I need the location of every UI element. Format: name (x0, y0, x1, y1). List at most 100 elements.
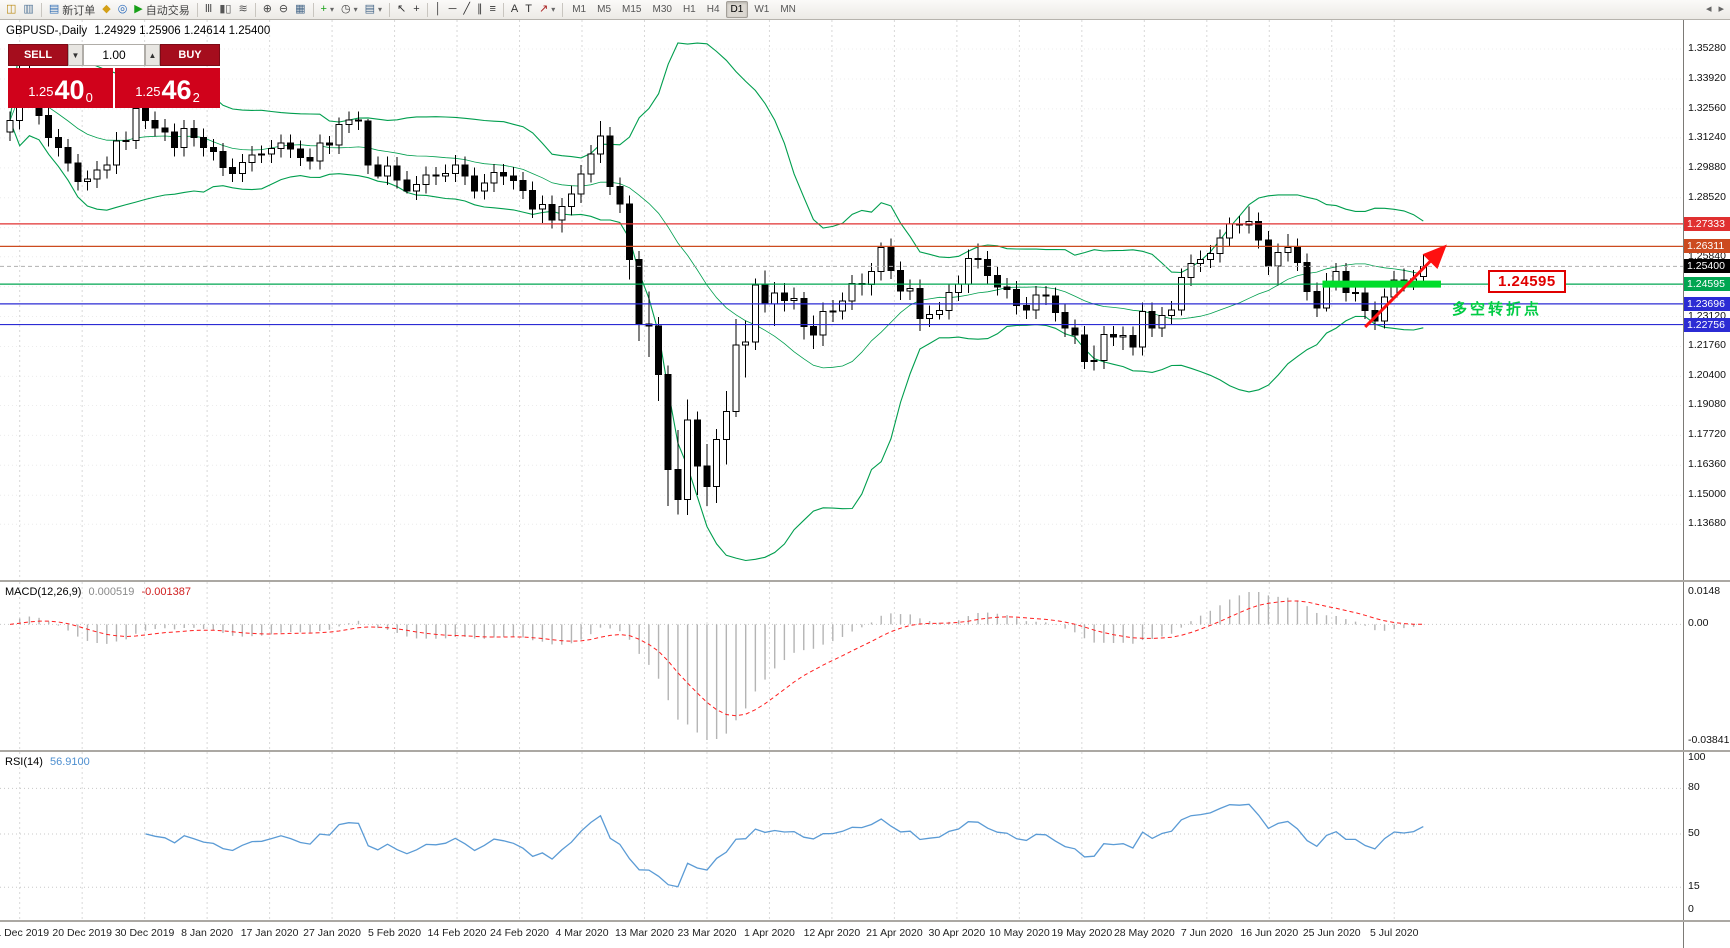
sell-quote-button[interactable]: 1.25 40 0 (8, 68, 113, 108)
price-axis[interactable]: 1.35280 1.33920 1.32560 1.31240 1.29880 1.285… (1683, 20, 1730, 948)
date-tick-label: 12 Apr 2020 (803, 927, 861, 939)
main-toolbar: ◫ ▥ ▤ 新订单 ◆ ◎ ▶ 自动交易 Ⅲ ▮▯ ≋ ⊕ ⊖ ▦ + ▾ ◷ ▾ ▤ ▾ ↖ + │ ─ ╱ ∥ ≡ A T ↗ ▾ M1 M… (0, 0, 1730, 20)
trendline-icon[interactable]: ╱ (460, 1, 473, 18)
zoom-out-icon[interactable]: ⊖ (276, 1, 291, 18)
pane-resizer-bottom[interactable] (0, 920, 1730, 922)
chart-symbol-label: GBPUSD-,Daily (6, 25, 88, 37)
channel-icon[interactable]: ∥ (474, 1, 486, 18)
toolbar-separator (562, 2, 564, 17)
axis-tick-label: 1.33920 (1688, 71, 1726, 84)
macd-axis-min: -0.038415 (1688, 734, 1730, 746)
date-tick-label: 1 Apr 2020 (744, 927, 795, 939)
sell-button[interactable]: SELL (8, 44, 68, 66)
macd-name: MACD(12,26,9) (5, 586, 82, 598)
volume-decrease-button[interactable]: ▼ (68, 44, 83, 66)
zoom-in-icon[interactable]: ⊕ (260, 1, 275, 18)
timeframe-d1-button[interactable]: D1 (725, 1, 749, 18)
support-highlight-bar[interactable] (1322, 280, 1441, 288)
arrows-icon[interactable]: ↗ ▾ (536, 1, 558, 18)
timeframe-h1-button[interactable]: H1 (682, 4, 696, 15)
axis-tick-label: 1.15000 (1688, 488, 1726, 501)
timeframe-m5-button[interactable]: M5 (597, 4, 612, 15)
tile-windows-icon: ▦ (295, 3, 306, 15)
rsi-header: RSI(14) 56.9100 (5, 756, 90, 768)
scroll-right-icon[interactable]: ▸ (1715, 1, 1727, 18)
indicators-button[interactable]: + ▾ (318, 1, 337, 18)
timeframe-mn-button[interactable]: MN (780, 4, 796, 15)
new-order-button[interactable]: ▤ 新订单 (46, 1, 98, 18)
bollinger-band-line (9, 93, 1424, 369)
toolbar-separator (502, 2, 504, 17)
bar-chart-icon[interactable]: Ⅲ (202, 1, 216, 18)
rsi-name: RSI(14) (5, 756, 43, 768)
rsi-axis-label: 80 (1688, 781, 1700, 794)
axis-tick-label: 1.29880 (1688, 160, 1726, 173)
timeframe-m1-button[interactable]: M1 (572, 4, 587, 15)
chevron-down-icon: ▾ (378, 5, 383, 14)
tile-windows-icon[interactable]: ▦ (292, 1, 308, 18)
buy-button[interactable]: BUY (160, 44, 220, 66)
timeframe-w1-button[interactable]: W1 (754, 4, 770, 15)
buy-quote-button[interactable]: 1.25 46 2 (115, 68, 220, 108)
chart-title: GBPUSD-,Daily 1.24929 1.25906 1.24614 1.… (6, 25, 270, 37)
rsi-axis-label: 50 (1688, 827, 1700, 839)
templates-button[interactable]: ▤ ▾ (362, 1, 385, 18)
candlestick-chart-icon[interactable]: ▮▯ (216, 1, 234, 18)
toolbar-separator (196, 2, 198, 17)
toolbar-separator (40, 2, 42, 17)
one-click-trading-panel: SELL ▼ 1.00 ▲ BUY 1.25 40 0 1.25 46 2 (8, 44, 220, 108)
macd-axis-max: 0.0148 (1688, 585, 1721, 597)
metaeditor-icon[interactable]: ◆ (99, 1, 113, 18)
chart-ohlc-values: 1.24929 1.25906 1.24614 1.25400 (94, 25, 271, 37)
price-level-label: 1.26311 (1684, 239, 1730, 254)
fibonacci-icon[interactable]: ≡ (486, 1, 498, 18)
new-order-icon: ▤ (48, 3, 60, 15)
volume-input[interactable]: 1.00 (83, 44, 145, 66)
price-level-label: 1.27333 (1684, 216, 1730, 231)
crosshair-icon[interactable]: + (410, 1, 422, 18)
chart-window-icon[interactable]: ◫ (3, 1, 19, 18)
turning-point-annotation[interactable]: 多空转折点 (1452, 301, 1543, 319)
macd-indicator-pane[interactable] (0, 582, 1683, 750)
trend-arrow[interactable] (1364, 244, 1447, 328)
periods-button[interactable]: ◷ ▾ (338, 1, 361, 18)
date-tick-label: 5 Jul 2020 (1370, 927, 1419, 939)
price-level-label: 1.23696 (1684, 296, 1730, 311)
pane-resizer-rsi[interactable] (0, 750, 1730, 752)
price-chart[interactable] (0, 20, 1683, 580)
line-chart-icon[interactable]: ≋ (235, 1, 250, 18)
fibonacci-icon: ≡ (489, 3, 496, 15)
rsi-axis-label: 15 (1688, 880, 1700, 893)
text-icon[interactable]: A (508, 1, 521, 18)
vertical-line-icon[interactable]: │ (432, 1, 445, 18)
tick-chart-icon[interactable]: ▥ (20, 1, 36, 18)
date-tick-label: 21 Apr 2020 (866, 927, 923, 939)
text-label-icon[interactable]: T (522, 1, 535, 18)
cursor-icon[interactable]: ↖ (394, 1, 409, 18)
pane-resizer-macd[interactable] (0, 580, 1730, 582)
autotrade-button[interactable]: ▶ 自动交易 (131, 1, 192, 18)
volume-increase-button[interactable]: ▲ (145, 44, 160, 66)
date-tick-label: 11 Dec 2019 (0, 927, 50, 939)
text-label-icon: T (525, 3, 532, 15)
timeframe-h4-button[interactable]: H4 (706, 4, 720, 15)
rsi-value: 56.9100 (49, 756, 90, 768)
market-watch-icon[interactable]: ◎ (115, 1, 131, 18)
timeframe-m30-button[interactable]: M30 (652, 4, 672, 15)
axis-tick-label: 1.32560 (1688, 101, 1726, 114)
breakout-price-label[interactable]: 1.24595 (1488, 270, 1566, 294)
scroll-left-icon[interactable]: ◂ (1703, 1, 1715, 18)
clock-icon: ◷ (340, 3, 351, 15)
horizontal-line-icon[interactable]: ─ (446, 1, 460, 18)
date-tick-label: 10 May 2020 (989, 927, 1050, 939)
macd-signal-value: -0.001387 (141, 586, 191, 598)
date-tick-label: 17 Jan 2020 (240, 927, 299, 939)
zoom-out-icon: ⊖ (278, 3, 289, 15)
vertical-line-icon: │ (434, 3, 442, 15)
toolbar-separator (254, 2, 256, 17)
toolbar-separator (389, 2, 391, 17)
crosshair-icon: + (413, 3, 420, 15)
rsi-indicator-pane[interactable] (0, 752, 1683, 920)
timeframe-m15-button[interactable]: M15 (622, 4, 642, 15)
